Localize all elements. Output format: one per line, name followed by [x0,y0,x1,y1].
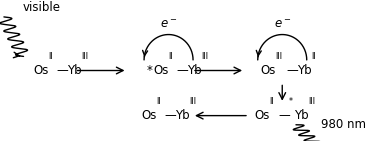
Text: II: II [168,52,173,61]
Text: Yb: Yb [67,64,82,77]
Text: II: II [156,97,161,106]
Text: III: III [308,97,315,106]
Text: —: — [56,64,68,77]
Text: Yb: Yb [298,64,312,77]
Text: Os: Os [255,109,270,122]
Text: II: II [270,97,274,106]
Text: II: II [312,52,316,61]
Text: $e^-$: $e^-$ [274,17,291,30]
Text: II: II [48,52,53,61]
Text: —: — [287,64,298,77]
Text: Os: Os [153,64,169,77]
Text: III: III [201,52,209,61]
Text: —: — [164,109,176,122]
Text: III: III [189,97,196,106]
Text: —: — [176,64,188,77]
Text: III: III [276,52,283,61]
Text: Yb: Yb [187,64,202,77]
Text: —: — [278,109,290,122]
Text: *: * [289,97,293,106]
Text: *: * [147,64,153,77]
Text: visible: visible [23,1,61,14]
Text: $e^-$: $e^-$ [160,17,177,30]
Text: Os: Os [261,64,276,77]
Text: Yb: Yb [294,109,309,122]
Text: Yb: Yb [175,109,190,122]
Text: 980 nm: 980 nm [321,118,367,131]
Text: Os: Os [33,64,49,77]
Text: III: III [82,52,89,61]
Text: Os: Os [141,109,156,122]
